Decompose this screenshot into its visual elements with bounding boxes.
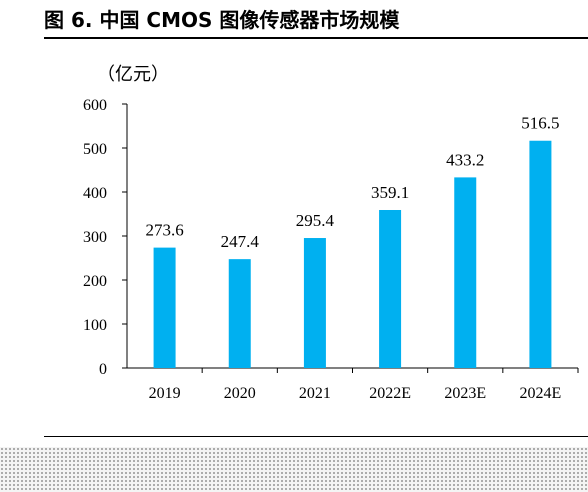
y-tick-label: 600: [83, 97, 107, 114]
bar-value-label: 295.4: [296, 211, 335, 230]
x-tick-label: 2023E: [444, 385, 486, 402]
y-tick-label: 200: [83, 273, 107, 290]
x-axis: 2019 2020 2021 2022E 2023E 2024E: [127, 367, 579, 402]
x-tick-label: 2019: [149, 385, 181, 402]
y-tick-label: 100: [83, 317, 107, 334]
title-rule: [44, 37, 588, 39]
x-tick-label: 2022E: [369, 385, 411, 402]
bar: [454, 177, 477, 368]
y-axis: 0 100 200 300 400 500 600: [83, 97, 128, 378]
y-tick-label: 400: [83, 185, 107, 202]
bar: [379, 209, 402, 368]
chart-title: 图 6. 中国 CMOS 图像传感器市场规模: [44, 8, 400, 32]
dotted-footer-band: [0, 447, 588, 492]
bar: [303, 238, 326, 368]
bar-value-label: 273.6: [145, 221, 183, 240]
y-tick-label: 500: [83, 141, 107, 158]
x-tick-label: 2024E: [520, 385, 562, 402]
bar-value-label: 516.5: [521, 114, 559, 133]
bar: [228, 259, 251, 368]
bar-value-label: 359.1: [371, 183, 409, 202]
x-tick-label: 2020: [224, 385, 256, 402]
unit-label: （亿元）: [97, 64, 169, 85]
bar-chart: （亿元） 0 100 200 300 400 500 600 2019 2020 2021 202…: [83, 64, 579, 402]
bar-value-label: 433.2: [446, 150, 484, 169]
bar: [153, 247, 176, 368]
footer-rule: [44, 436, 588, 437]
y-tick-label: 300: [83, 229, 107, 246]
bar-value-label: 247.4: [221, 232, 260, 251]
bars: 273.6 247.4 295.4 359.1 433.2 516.5: [145, 114, 560, 368]
x-tick-label: 2021: [299, 385, 331, 402]
bar: [529, 140, 552, 368]
y-tick-label: 0: [99, 361, 107, 378]
